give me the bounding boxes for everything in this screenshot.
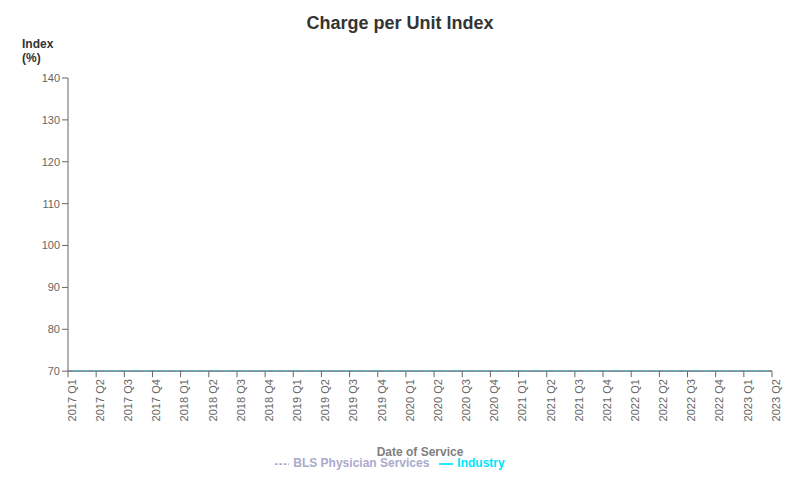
svg-text:110: 110	[42, 198, 60, 210]
svg-text:2018 Q3: 2018 Q3	[235, 379, 247, 421]
svg-text:2019 Q4: 2019 Q4	[376, 379, 388, 421]
svg-text:2017 Q2: 2017 Q2	[94, 379, 106, 421]
svg-text:2022 Q4: 2022 Q4	[713, 379, 725, 421]
svg-text:70: 70	[48, 365, 60, 377]
svg-text:Index(%): Index(%)	[22, 38, 54, 65]
svg-text:2021 Q4: 2021 Q4	[601, 379, 613, 421]
svg-text:2017 Q3: 2017 Q3	[122, 379, 134, 421]
svg-text:2017 Q4: 2017 Q4	[150, 379, 162, 421]
svg-text:2020 Q2: 2020 Q2	[432, 379, 444, 421]
svg-text:2021 Q2: 2021 Q2	[545, 379, 557, 421]
svg-text:2023 Q1: 2023 Q1	[742, 379, 754, 421]
html-text:BLS Physician Services: BLS Physician Services	[293, 456, 430, 471]
svg-text:2018 Q4: 2018 Q4	[263, 379, 275, 421]
svg-text:80: 80	[48, 323, 60, 335]
html-text:Charge per Unit Index: Charge per Unit Index	[306, 13, 494, 33]
svg-text:2017 Q1: 2017 Q1	[66, 379, 78, 421]
svg-text:130: 130	[42, 114, 60, 126]
svg-text:90: 90	[48, 281, 60, 293]
svg-text:2022 Q2: 2022 Q2	[657, 379, 669, 421]
svg-text:2019 Q1: 2019 Q1	[291, 379, 303, 421]
svg-text:100: 100	[42, 239, 60, 251]
svg-text:2019 Q3: 2019 Q3	[347, 379, 359, 421]
svg-text:2022 Q1: 2022 Q1	[629, 379, 641, 421]
svg-text:2023 Q2: 2023 Q2	[770, 379, 782, 421]
svg-text:2018 Q2: 2018 Q2	[207, 379, 219, 421]
svg-text:2019 Q2: 2019 Q2	[319, 379, 331, 421]
svg-text:2020 Q1: 2020 Q1	[404, 379, 416, 421]
svg-text:2022 Q3: 2022 Q3	[685, 379, 697, 421]
svg-text:120: 120	[42, 156, 60, 168]
svg-text:2020 Q3: 2020 Q3	[460, 379, 472, 421]
svg-text:2020 Q4: 2020 Q4	[488, 379, 500, 421]
svg-text:Date of Service: Date of Service	[377, 445, 464, 459]
svg-text:2021 Q3: 2021 Q3	[573, 379, 585, 421]
svg-text:2018 Q1: 2018 Q1	[178, 379, 190, 421]
svg-text:140: 140	[42, 72, 60, 84]
html-text:Industry: Industry	[457, 456, 505, 471]
svg-text:2021 Q1: 2021 Q1	[516, 379, 528, 421]
